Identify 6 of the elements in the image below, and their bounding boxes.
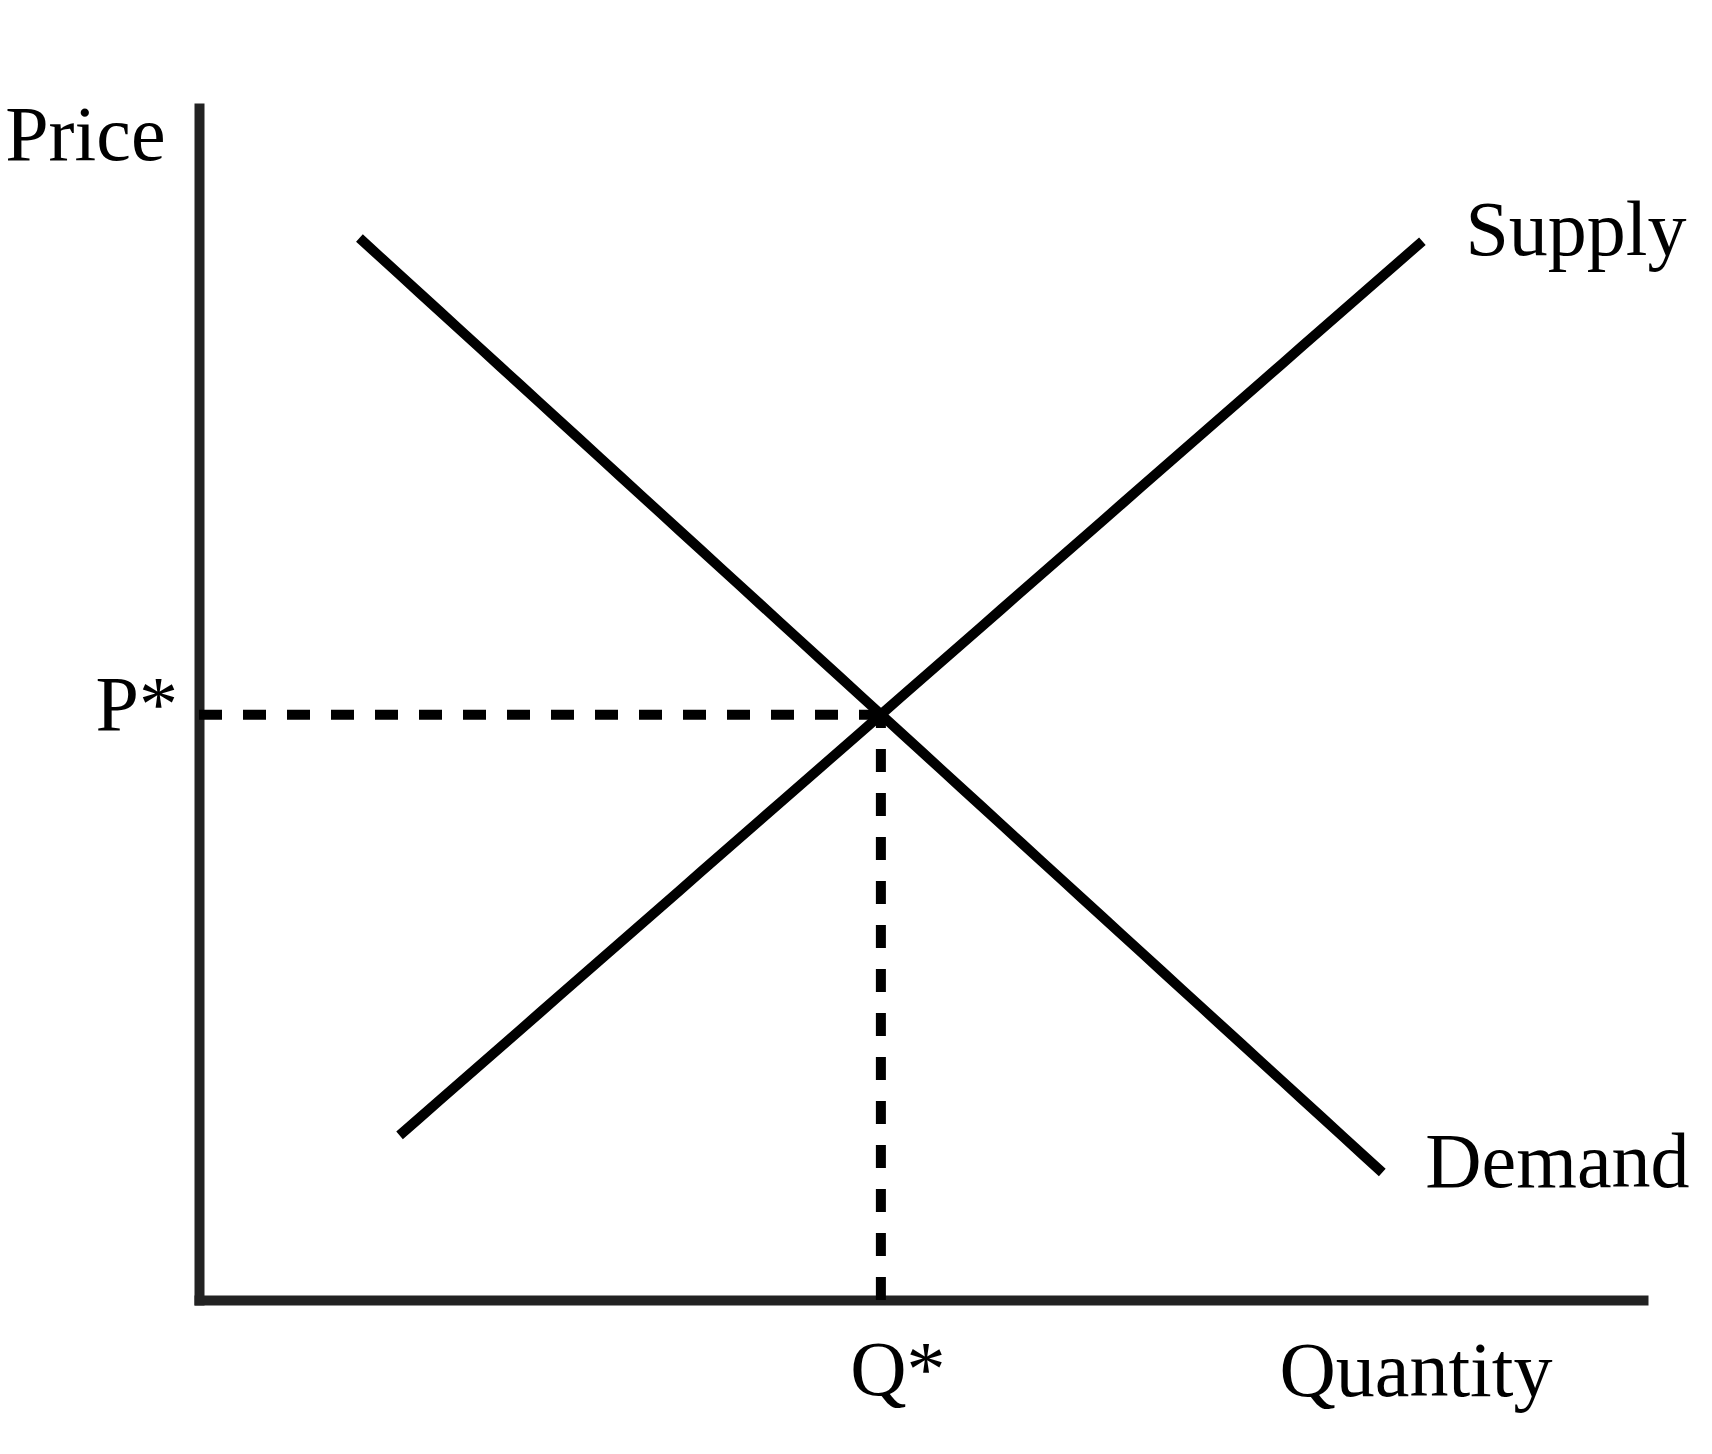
text: Q* (850, 1325, 946, 1412)
ref-line-label: P* (95, 659, 178, 747)
y-axis-title: Price (5, 89, 166, 177)
x-axis-title: Quantity (1279, 1325, 1553, 1413)
series-label: Demand (1425, 1116, 1690, 1204)
series-label: Supply (1465, 185, 1687, 273)
